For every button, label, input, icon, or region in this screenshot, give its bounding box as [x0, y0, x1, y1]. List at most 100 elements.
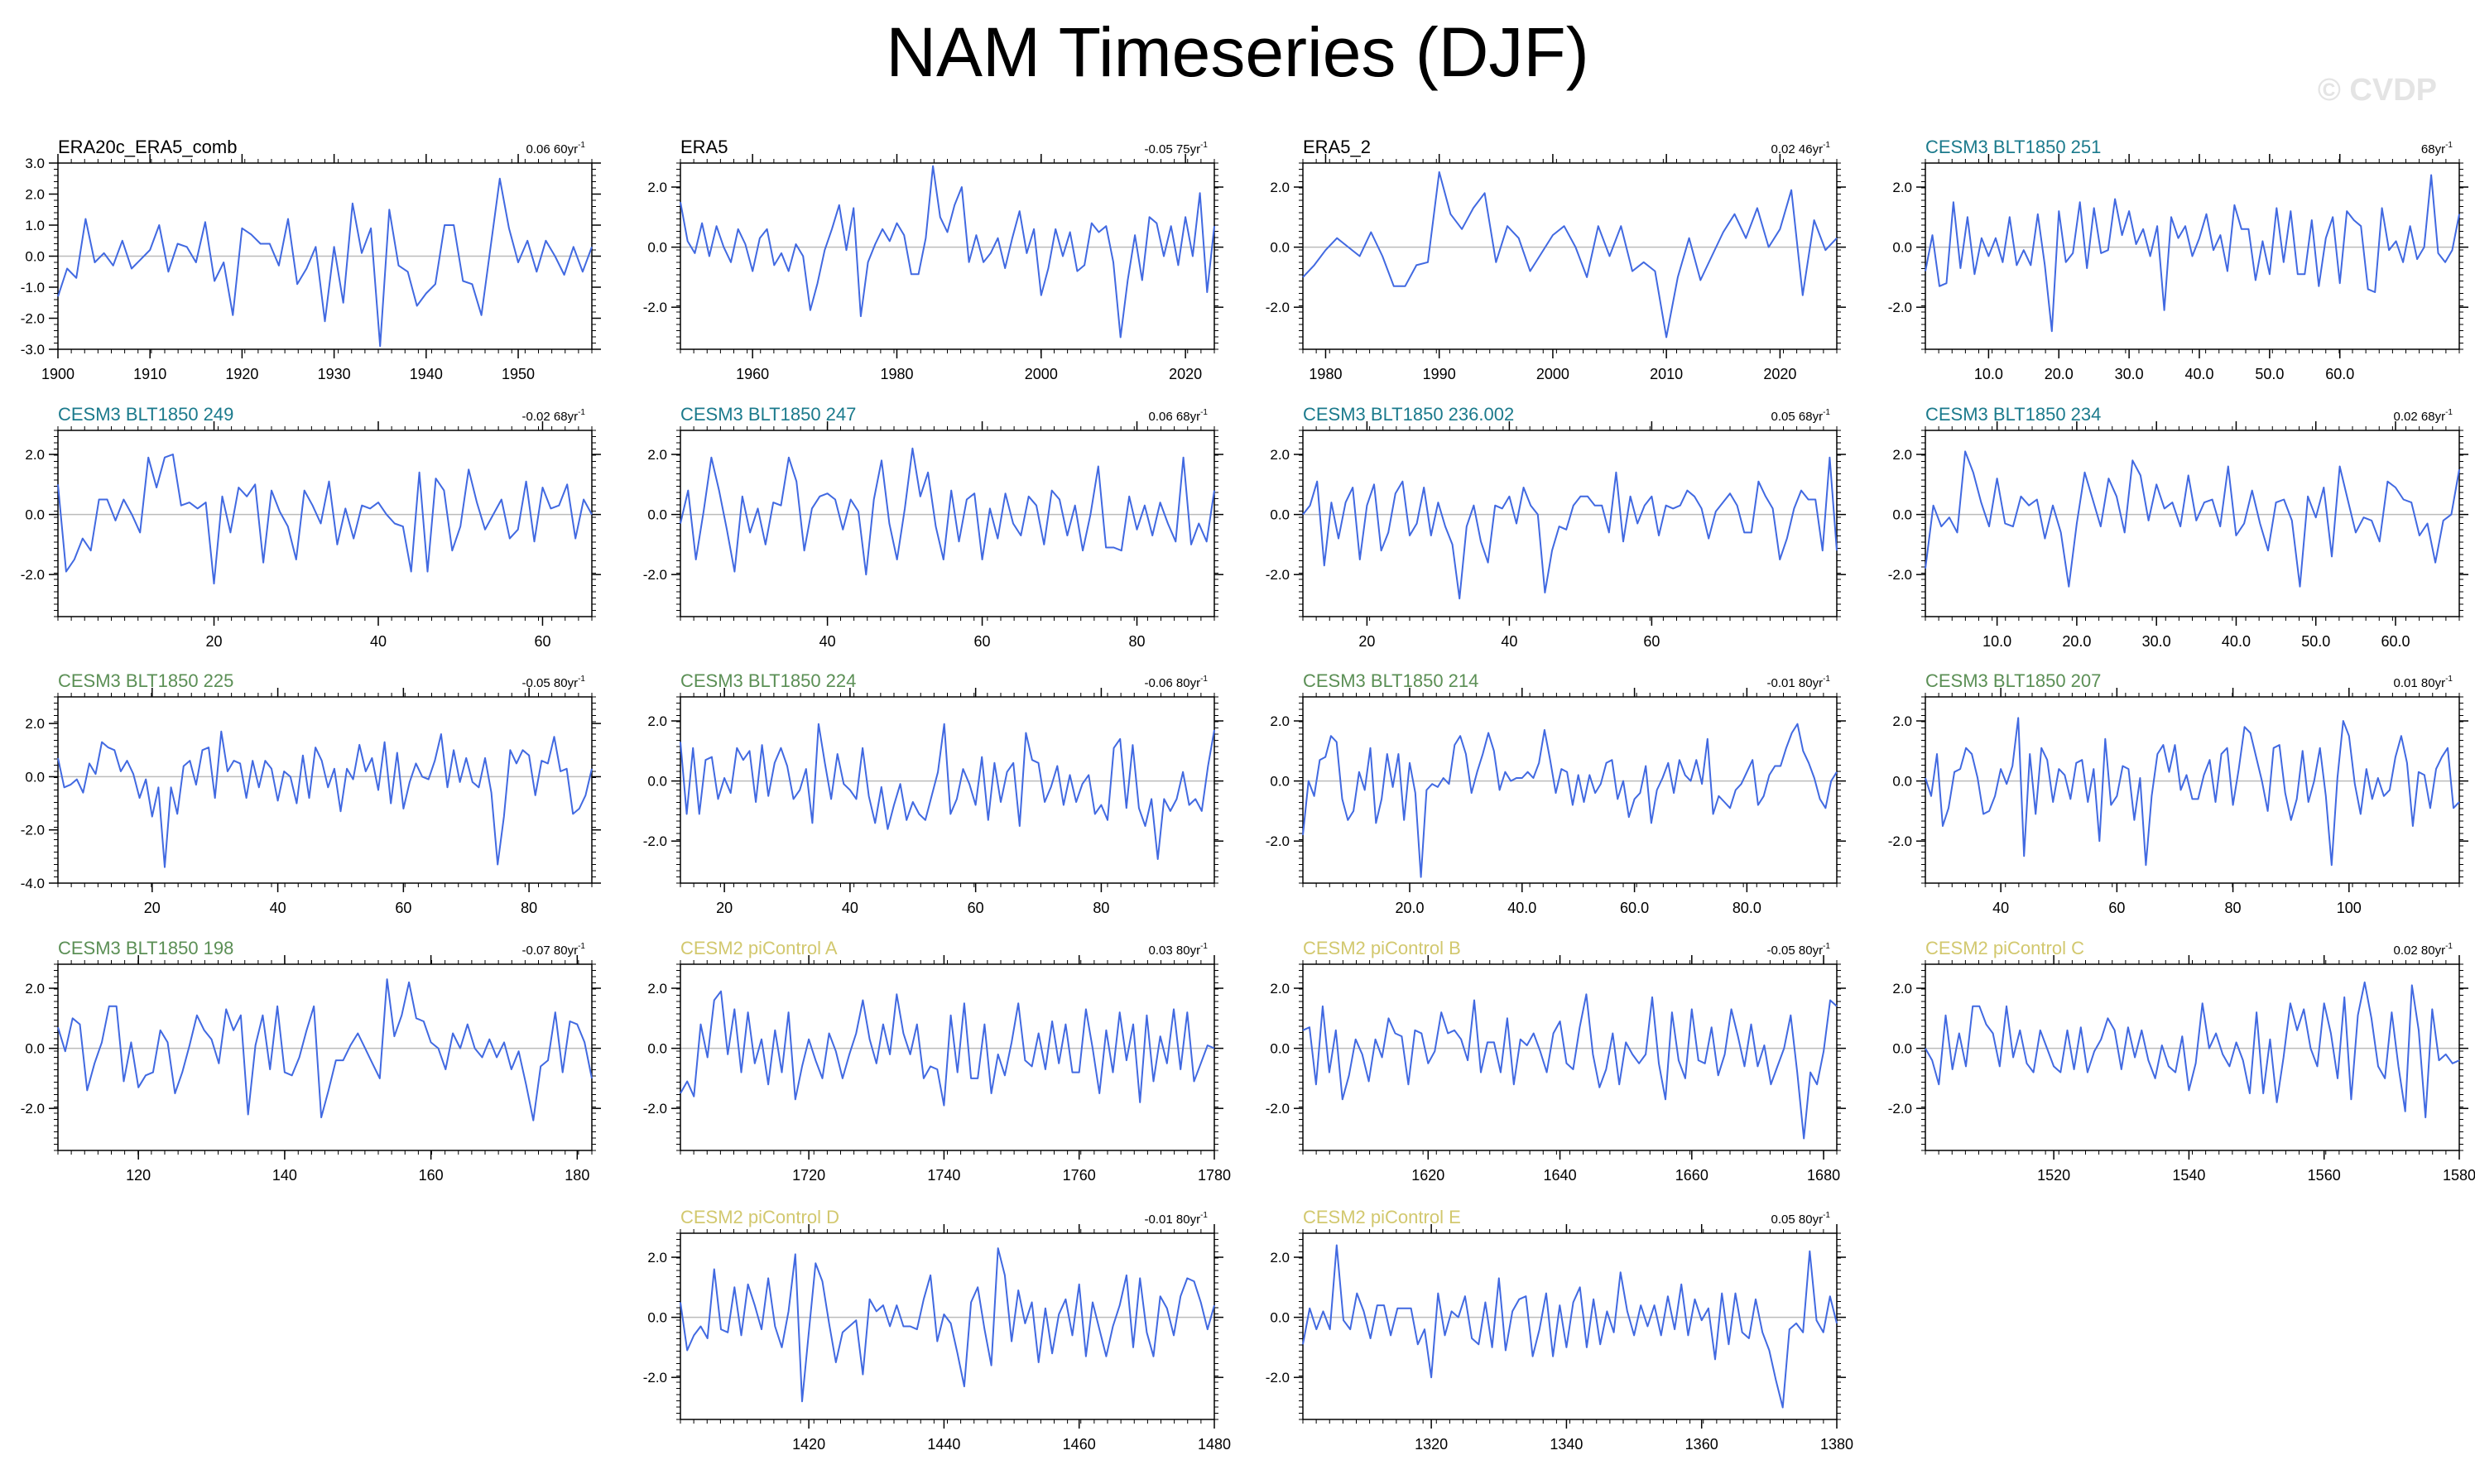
plot-frame: [57, 963, 593, 1151]
nam-series-line: [1302, 170, 1838, 339]
x-tick-label: 1930: [318, 366, 351, 382]
y-tick-label: 2.0: [1892, 180, 1912, 195]
nam-panel-5: CESM3 BLT1850 249 -0.02 68yr-1 2.0 0.0 -2.0 2…: [21, 404, 601, 650]
y-tick-label: 2.0: [1270, 1250, 1290, 1265]
x-tick-label: 60: [974, 633, 991, 650]
trend-label: -0.01 80yr-1: [1767, 675, 1831, 690]
x-tick-label: 2010: [1650, 366, 1683, 382]
y-tick-label: 2.0: [25, 981, 45, 997]
nam-panel-2: ERA5 -0.05 75yr-1 2.0 0.0 -2.0 1960 1980 2000 20…: [643, 137, 1223, 382]
panel-title: ERA5: [680, 137, 728, 157]
y-tick-label: -2.0: [21, 823, 45, 838]
x-tick-label: 50.0: [2255, 366, 2284, 382]
x-tick-label: 1440: [927, 1436, 960, 1453]
x-tick-label: 1900: [41, 366, 74, 382]
trend-label: -0.07 80yr-1: [522, 942, 586, 958]
cvdp-watermark: © CVDP: [2317, 73, 2437, 108]
y-tick-label: 2.0: [647, 981, 667, 997]
x-tick-label: 1740: [927, 1167, 960, 1184]
y-tick-label: 0.0: [1270, 774, 1290, 790]
x-tick-label: 1340: [1550, 1436, 1583, 1453]
nam-panel-8: CESM3 BLT1850 234 0.02 68yr-1 2.0 0.0 -2.0 10…: [1888, 404, 2468, 650]
x-tick-label: 50.0: [2301, 633, 2330, 650]
y-tick-label: -2.0: [643, 1101, 667, 1117]
y-tick-label: 2.0: [647, 447, 667, 463]
x-tick-label: 60: [2108, 900, 2125, 916]
panel-title: CESM3 BLT1850 207: [1925, 670, 2101, 691]
y-tick-label: 0.0: [25, 507, 45, 523]
x-tick-label: 2000: [1536, 366, 1569, 382]
nam-panel-14: CESM2 piControl A 0.03 80yr-1 2.0 0.0 -2.0 17…: [643, 938, 1231, 1184]
x-tick-label: 80: [521, 900, 537, 916]
y-tick-label: 2.0: [647, 713, 667, 729]
x-tick-label: 40.0: [1507, 900, 1536, 916]
nam-series-line: [1925, 981, 2460, 1119]
nam-series-line: [680, 723, 1215, 860]
y-tick-label: 0.0: [1892, 507, 1912, 523]
y-tick-label: 0.0: [1270, 1310, 1290, 1326]
panel-title: CESM2 piControl A: [680, 938, 838, 958]
panel-title: CESM3 BLT1850 224: [680, 670, 856, 691]
y-tick-label: 0.0: [1270, 240, 1290, 256]
nam-panel-13: CESM3 BLT1850 198 -0.07 80yr-1 2.0 0.0 -2.0 1…: [21, 938, 601, 1184]
nam-series-line: [1302, 456, 1838, 600]
y-tick-label: -2.0: [1266, 833, 1290, 849]
panel-title: CESM2 piControl C: [1925, 938, 2084, 958]
x-tick-label: 20: [206, 633, 223, 650]
nam-panel-6: CESM3 BLT1850 247 0.06 68yr-1 2.0 0.0 -2.0 40…: [643, 404, 1223, 650]
nam-panel-18: CESM2 piControl E 0.05 80yr-1 2.0 0.0 -2.0 13…: [1266, 1207, 1853, 1453]
nam-series-line: [57, 978, 593, 1121]
y-tick-label: 0.0: [647, 774, 667, 790]
x-tick-label: 40: [370, 633, 387, 650]
y-tick-label: -2.0: [643, 1370, 667, 1386]
nam-panel-11: CESM3 BLT1850 214 -0.01 80yr-1 2.0 0.0 -2.0 2…: [1266, 670, 1846, 916]
x-tick-label: 40: [842, 900, 858, 916]
y-tick-label: 0.0: [647, 507, 667, 523]
trend-label: 0.06 60yr-1: [526, 141, 586, 156]
x-tick-label: 1780: [1198, 1167, 1231, 1184]
x-tick-label: 1660: [1675, 1167, 1708, 1184]
x-tick-label: 40: [270, 900, 286, 916]
nam-panel-15: CESM2 piControl B -0.05 80yr-1 2.0 0.0 -2.0 1…: [1266, 938, 1846, 1184]
nam-panel-3: ERA5_2 0.02 46yr-1 2.0 0.0 -2.0 1980 1990 2000 2…: [1266, 137, 1846, 382]
y-tick-label: -2.0: [643, 833, 667, 849]
x-tick-label: 1980: [880, 366, 913, 382]
x-tick-label: 1910: [133, 366, 166, 382]
trend-label: -0.05 80yr-1: [522, 675, 586, 690]
y-tick-label: 0.0: [647, 1041, 667, 1057]
y-tick-label: 2.0: [1270, 180, 1290, 195]
panel-title: CESM3 BLT1850 251: [1925, 137, 2101, 157]
page-title: NAM Timeseries (DJF): [886, 13, 1589, 91]
y-tick-label: 2.0: [25, 447, 45, 463]
panel-title: CESM3 BLT1850 249: [58, 404, 233, 425]
trend-label: 0.05 80yr-1: [1771, 1211, 1831, 1227]
trend-label: -0.01 80yr-1: [1145, 1211, 1209, 1227]
y-tick-label: 2.0: [1270, 447, 1290, 463]
nam-panel-7: CESM3 BLT1850 236.002 0.05 68yr-1 2.0 0.0 -2…: [1266, 404, 1846, 650]
y-tick-label: -2.0: [1888, 300, 1912, 315]
nam-series-line: [1925, 450, 2460, 588]
x-tick-label: 40.0: [2222, 633, 2251, 650]
y-tick-label: -2.0: [21, 567, 45, 583]
trend-label: 0.05 68yr-1: [1771, 408, 1831, 424]
x-tick-label: 20: [716, 900, 733, 916]
nam-series-line: [680, 990, 1215, 1107]
y-tick-label: -2.0: [643, 300, 667, 315]
x-tick-label: 2020: [1169, 366, 1202, 382]
y-tick-label: -2.0: [1266, 300, 1290, 315]
panel-title: CESM2 piControl E: [1303, 1207, 1461, 1227]
nam-panel-10: CESM3 BLT1850 224 -0.06 80yr-1 2.0 0.0 -2.0 2…: [643, 670, 1223, 916]
y-tick-label: -2.0: [21, 311, 45, 327]
x-tick-label: 1320: [1415, 1436, 1448, 1453]
x-tick-label: 10.0: [1982, 633, 2011, 650]
x-tick-label: 60.0: [1620, 900, 1649, 916]
x-tick-label: 180: [565, 1167, 589, 1184]
trend-label: -0.05 80yr-1: [1767, 942, 1831, 958]
x-tick-label: 40: [1501, 633, 1517, 650]
y-tick-label: -3.0: [21, 342, 45, 358]
panel-title: CESM3 BLT1850 247: [680, 404, 856, 425]
y-tick-label: 0.0: [1892, 1041, 1912, 1057]
x-tick-label: 1920: [225, 366, 258, 382]
x-tick-label: 1360: [1685, 1436, 1718, 1453]
plot-frame: [1302, 430, 1838, 617]
